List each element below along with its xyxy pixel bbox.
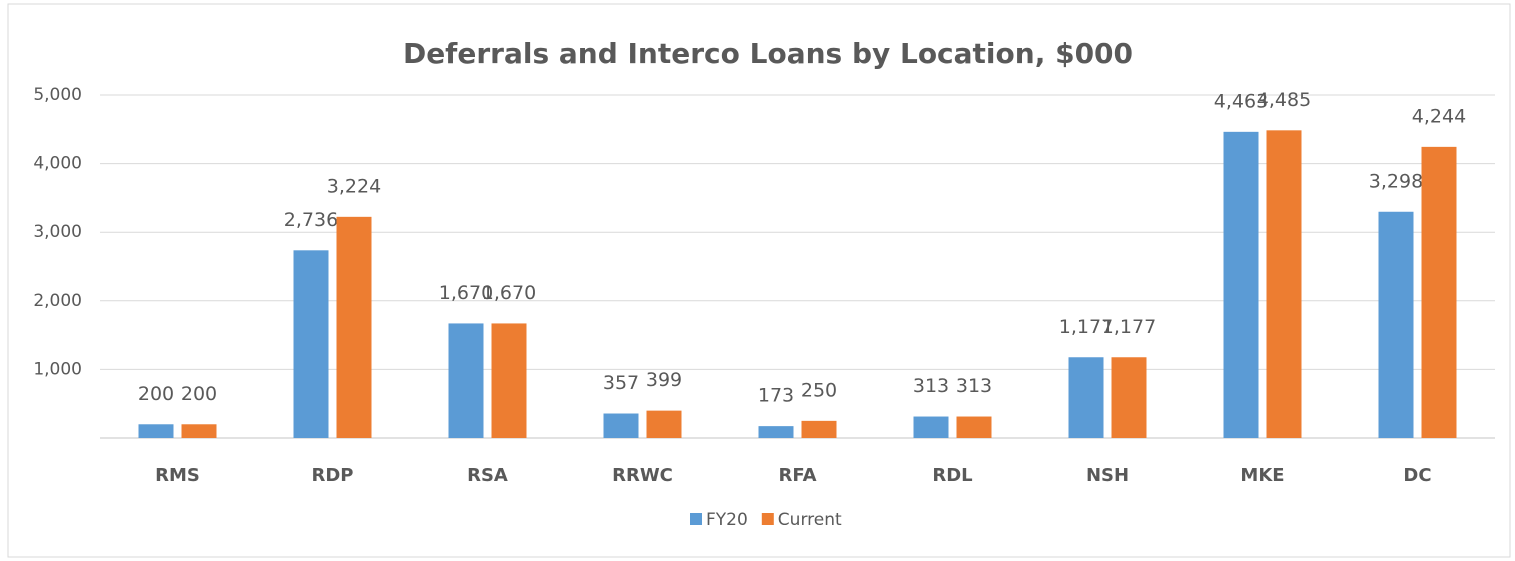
x-tick-label: MKE [1240,465,1284,486]
value-label: 250 [801,379,837,401]
value-label: 313 [913,375,949,397]
value-label: 200 [138,383,174,405]
bar [1223,131,1259,438]
x-tick-label: RDP [312,465,354,486]
bar [491,323,527,438]
bar [138,424,174,438]
bar [336,216,372,438]
value-label: 3,298 [1369,170,1423,192]
bar [1421,146,1457,438]
chart-title: Deferrals and Interco Loans by Location,… [403,37,1133,70]
value-label: 1,177 [1059,316,1113,338]
bar [758,426,794,438]
value-label: 200 [181,383,217,405]
y-tick-label: 2,000 [33,291,82,311]
x-tick-label: RRWC [612,465,673,486]
value-label: 173 [758,385,794,407]
x-tick-label: DC [1403,465,1431,486]
value-label: 313 [956,375,992,397]
x-tick-label: RFA [778,465,816,486]
y-tick-label: 4,000 [33,154,82,174]
x-tick-label: NSH [1086,465,1129,486]
bar [646,410,682,438]
x-tick-label: RMS [155,465,200,486]
y-tick-label: 1,000 [33,359,82,379]
x-tick-label: RSA [467,465,508,486]
bar [913,416,949,438]
y-tick-label: 5,000 [33,85,82,105]
value-label: 1,670 [439,282,493,304]
value-label: 1,670 [482,282,536,304]
x-tick-label: RDL [932,465,972,486]
bar [1111,357,1147,438]
value-label: 3,224 [327,175,381,197]
value-label: 399 [646,369,682,391]
value-label: 357 [603,372,639,394]
legend-label: Current [778,510,842,530]
legend-label: FY20 [706,510,748,530]
value-label: 1,177 [1102,316,1156,338]
value-label: 4,244 [1412,105,1466,127]
bar [801,420,837,438]
legend-swatch [761,513,774,525]
bar [603,413,639,438]
bar [448,323,484,438]
y-tick-label: 3,000 [33,222,82,242]
legend-swatch [690,513,702,525]
value-label: 4,463 [1214,90,1268,112]
value-label: 4,485 [1257,89,1311,111]
bar [1068,357,1104,438]
chart-frame [7,3,1511,558]
bar [1378,211,1414,438]
bar [1266,130,1302,439]
bar [956,416,992,438]
bar [181,424,217,438]
bar [293,250,329,438]
value-label: 2,736 [284,209,338,231]
